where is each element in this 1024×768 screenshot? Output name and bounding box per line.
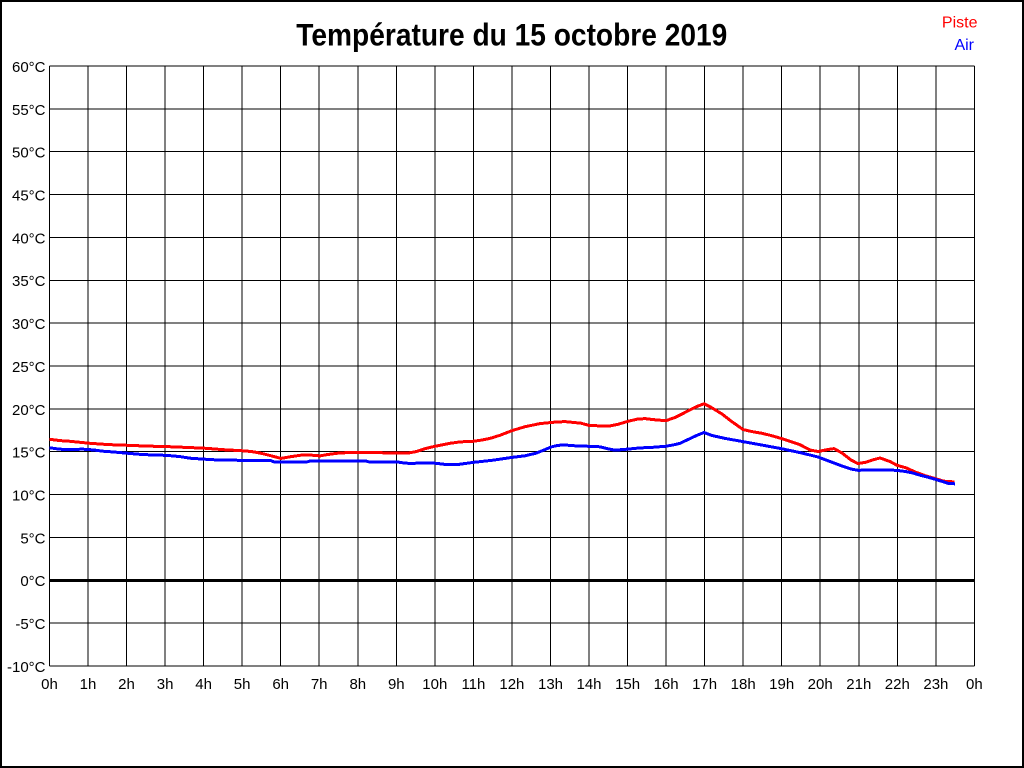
svg-text:5h: 5h <box>234 676 251 693</box>
svg-text:20°C: 20°C <box>12 402 46 419</box>
svg-text:-10°C: -10°C <box>7 659 46 676</box>
svg-text:30°C: 30°C <box>12 316 46 333</box>
svg-text:20h: 20h <box>808 676 833 693</box>
svg-text:35°C: 35°C <box>12 273 46 290</box>
svg-text:23h: 23h <box>923 676 948 693</box>
svg-text:14h: 14h <box>576 676 601 693</box>
svg-text:22h: 22h <box>885 676 910 693</box>
svg-text:18h: 18h <box>731 676 756 693</box>
svg-text:55°C: 55°C <box>12 102 46 119</box>
svg-text:1h: 1h <box>80 676 97 693</box>
svg-text:0°C: 0°C <box>20 573 45 590</box>
svg-text:45°C: 45°C <box>12 188 46 205</box>
svg-text:9h: 9h <box>388 676 405 693</box>
svg-text:10h: 10h <box>422 676 447 693</box>
svg-text:4h: 4h <box>195 676 212 693</box>
svg-text:6h: 6h <box>272 676 289 693</box>
svg-text:0h: 0h <box>41 676 58 693</box>
svg-text:15h: 15h <box>615 676 640 693</box>
svg-text:0h: 0h <box>966 676 983 693</box>
svg-text:7h: 7h <box>311 676 328 693</box>
svg-text:10°C: 10°C <box>12 488 46 505</box>
svg-text:3h: 3h <box>157 676 174 693</box>
svg-text:15°C: 15°C <box>12 445 46 462</box>
svg-text:25°C: 25°C <box>12 359 46 376</box>
svg-text:Température du 15 octobre 2019: Température du 15 octobre 2019 <box>296 17 727 53</box>
svg-text:5°C: 5°C <box>20 530 45 547</box>
svg-text:21h: 21h <box>846 676 871 693</box>
svg-text:13h: 13h <box>538 676 563 693</box>
svg-text:2h: 2h <box>118 676 135 693</box>
svg-text:50°C: 50°C <box>12 145 46 162</box>
svg-text:60°C: 60°C <box>12 59 46 76</box>
svg-text:Air: Air <box>954 37 974 54</box>
svg-text:8h: 8h <box>349 676 366 693</box>
svg-text:17h: 17h <box>692 676 717 693</box>
svg-text:12h: 12h <box>499 676 524 693</box>
svg-text:11h: 11h <box>461 676 485 693</box>
svg-text:Piste: Piste <box>942 15 978 32</box>
svg-text:19h: 19h <box>769 676 794 693</box>
svg-text:40°C: 40°C <box>12 230 46 247</box>
svg-text:16h: 16h <box>654 676 679 693</box>
svg-text:-5°C: -5°C <box>15 616 45 633</box>
